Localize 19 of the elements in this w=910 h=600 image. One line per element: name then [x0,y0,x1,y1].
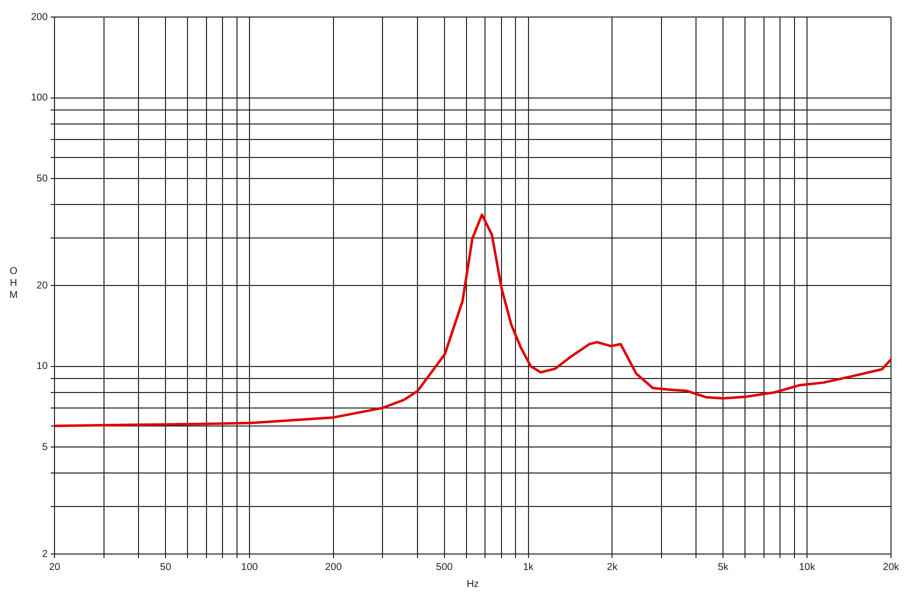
x-tick-label: 200 [325,562,342,573]
y-tick-label: 20 [36,280,48,292]
x-tick-label: 10k [798,562,816,573]
x-tick-label: 20k [882,562,900,573]
y-tick-label: 200 [30,12,48,23]
y-tick-label: 5 [42,442,48,453]
x-tick-label: 100 [241,562,258,573]
x-tick-label: 5k [718,562,730,573]
y-tick-label: 50 [36,173,48,184]
y-axis-title: OHM [8,266,19,302]
x-tick-label: 50 [160,562,172,573]
y-tick-label: 100 [30,92,48,104]
x-tick-label: 20 [49,562,61,573]
y-tick-label: 10 [36,361,48,372]
x-tick-label: 1k [522,562,535,573]
x-tick-label: 2k [606,562,618,573]
x-axis-title: Hz [466,578,479,590]
x-tick-label: 500 [436,562,454,573]
y-tick-label: 2 [42,548,48,560]
